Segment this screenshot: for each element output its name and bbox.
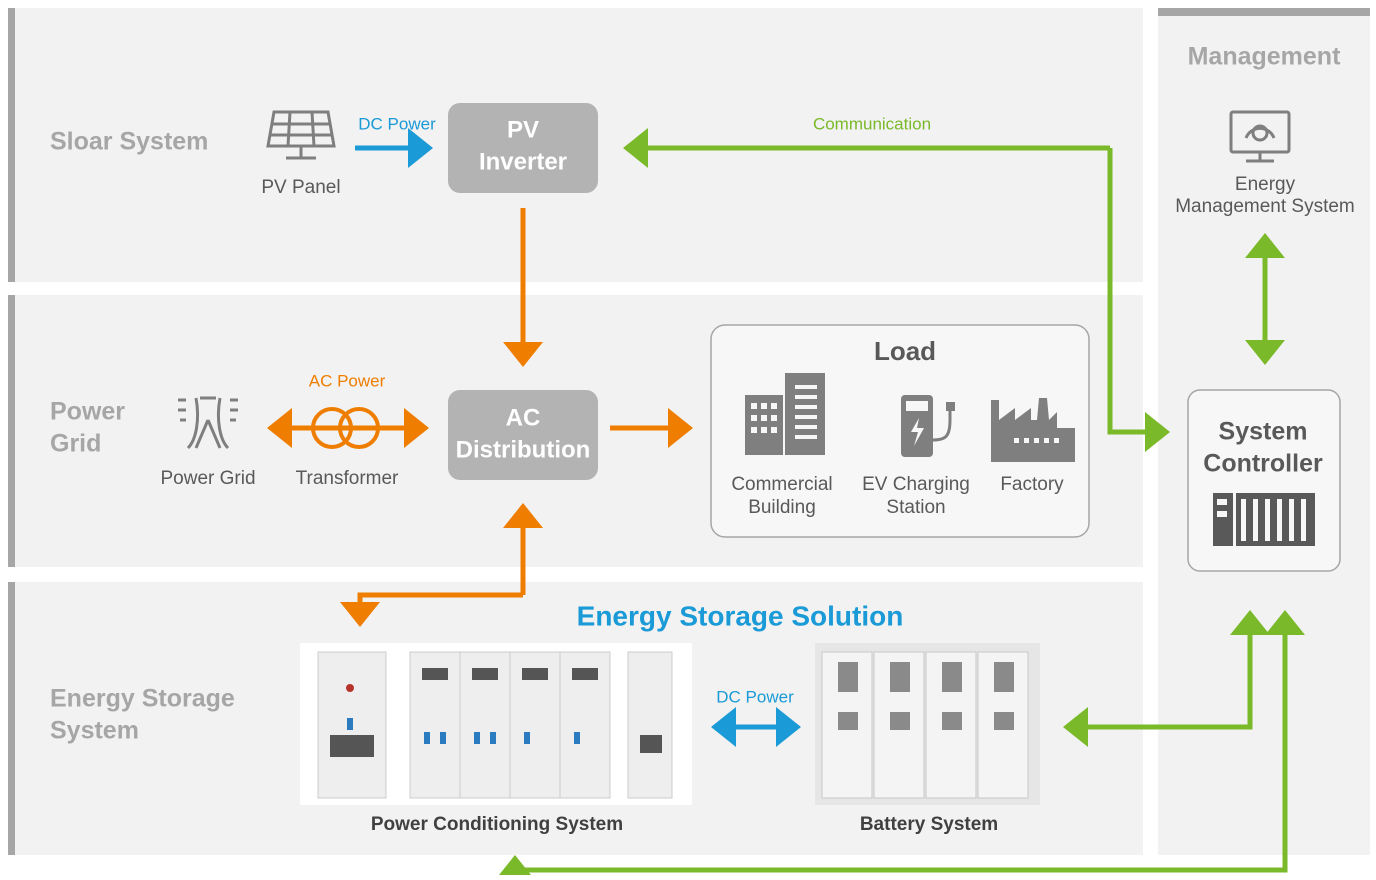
lane-title: Grid xyxy=(50,430,101,458)
load-item-label: Station xyxy=(886,497,945,518)
node-label: Power Conditioning System xyxy=(371,814,623,835)
battery-image xyxy=(815,643,1040,805)
load-title: Load xyxy=(874,336,936,366)
load-item-label: Building xyxy=(748,497,816,518)
node-label: PV xyxy=(507,116,539,143)
node-label: Management System xyxy=(1175,196,1355,217)
node-label: Distribution xyxy=(456,436,591,463)
lane-title: Energy Storage xyxy=(50,685,235,713)
node-label: Power Grid xyxy=(160,468,255,489)
load-item-label: EV Charging xyxy=(862,474,970,495)
diagram: Sloar System Power Grid Energy Storage S… xyxy=(0,0,1376,875)
lane-title: Power xyxy=(50,398,125,426)
node-label: Inverter xyxy=(479,148,567,175)
lane-title: Management xyxy=(1188,43,1341,71)
pcs-image xyxy=(300,643,692,805)
lane-title: System xyxy=(50,717,139,745)
node-label: Transformer xyxy=(296,468,399,489)
edge-label: DC Power xyxy=(358,114,436,133)
load-item-label: Factory xyxy=(1000,474,1064,495)
lane-title: Sloar System xyxy=(50,128,208,156)
controller-icon xyxy=(1213,493,1315,546)
edge-label: Communication xyxy=(813,114,931,133)
node-label: Energy xyxy=(1235,174,1296,195)
solution-title: Energy Storage Solution xyxy=(577,600,904,631)
node-label: PV Panel xyxy=(261,177,340,198)
node-label: AC xyxy=(506,404,541,431)
edge-label: AC Power xyxy=(309,371,386,390)
node-label: Controller xyxy=(1203,450,1323,478)
edge-label: DC Power xyxy=(716,687,794,706)
load-item-label: Commercial xyxy=(731,474,832,495)
node-label: System xyxy=(1219,418,1308,446)
node-label: Battery System xyxy=(860,814,998,835)
